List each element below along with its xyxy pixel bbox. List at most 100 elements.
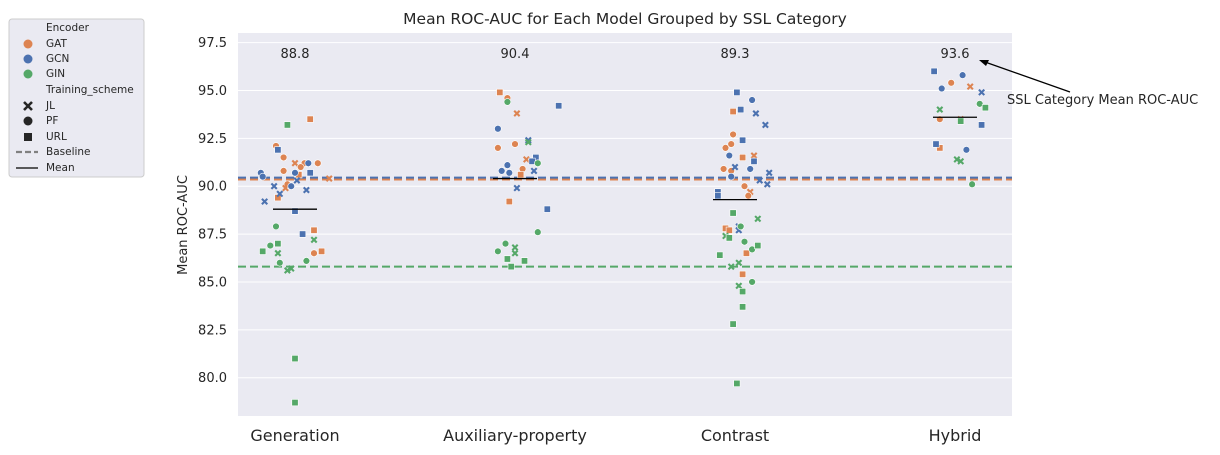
data-point — [314, 159, 322, 167]
mean-labels: 88.8 90.4 89.3 93.6 — [281, 47, 970, 62]
data-point — [727, 263, 735, 271]
data-point — [947, 79, 955, 87]
data-point — [748, 96, 756, 104]
data-point — [754, 215, 762, 223]
y-tick-label: 85.0 — [198, 275, 227, 290]
mean-value-label: 88.8 — [281, 47, 310, 62]
data-point — [936, 144, 944, 152]
data-point — [259, 247, 267, 255]
data-point — [494, 144, 502, 152]
scatter-points — [257, 67, 989, 407]
data-point — [750, 157, 758, 165]
legend-scheme-title: Training_scheme — [45, 84, 134, 96]
data-point — [511, 244, 519, 251]
data-point — [517, 171, 525, 179]
data-point — [524, 138, 532, 146]
data-point — [496, 88, 504, 96]
data-point — [729, 209, 737, 217]
data-point — [735, 282, 743, 290]
data-point — [739, 303, 747, 311]
data-point — [953, 155, 961, 163]
legend-encoder-title: Encoder — [46, 22, 90, 34]
mean-value-label: 90.4 — [501, 47, 530, 62]
data-point — [513, 184, 521, 192]
y-tick-label: 80.0 — [198, 371, 227, 386]
data-point — [763, 180, 771, 188]
data-point — [505, 198, 513, 206]
data-point — [304, 159, 312, 167]
data-point — [505, 169, 513, 177]
data-point — [936, 106, 944, 114]
data-point — [962, 146, 971, 154]
legend-box — [8, 18, 145, 178]
data-point — [752, 109, 760, 117]
data-point — [310, 226, 318, 234]
x-tick-label: Hybrid — [929, 426, 982, 445]
data-point — [543, 205, 551, 213]
data-point — [259, 172, 267, 181]
data-point — [932, 140, 940, 148]
data-point — [279, 167, 288, 175]
data-point — [756, 177, 764, 184]
data-point — [282, 184, 289, 192]
mean-value-label: 89.3 — [721, 47, 750, 62]
data-point — [727, 140, 735, 148]
data-point — [310, 249, 318, 257]
legend-label-gcn: GCN — [46, 53, 69, 65]
data-point — [716, 251, 724, 259]
legend-label-url: URL — [46, 131, 67, 143]
data-point — [293, 177, 301, 184]
data-point — [318, 247, 326, 255]
legend-label-jl: JL — [45, 100, 55, 112]
data-point — [291, 355, 299, 363]
x-tick-label: Generation — [250, 426, 339, 445]
data-point — [494, 247, 502, 256]
data-point — [765, 169, 773, 177]
data-point — [522, 155, 530, 163]
x-tick-label: Contrast — [701, 426, 769, 445]
y-tick-label: 97.5 — [198, 36, 227, 51]
y-tick-label: 82.5 — [198, 323, 227, 338]
data-point — [302, 257, 311, 265]
data-point — [274, 249, 282, 257]
data-point — [534, 228, 542, 236]
data-point — [299, 230, 307, 238]
data-point — [291, 169, 299, 177]
data-point — [957, 157, 965, 165]
annotation-arrow-shaft — [984, 61, 1071, 93]
data-point — [968, 180, 976, 188]
data-point — [930, 67, 938, 75]
data-point — [272, 222, 280, 231]
data-point — [735, 259, 743, 267]
data-point — [750, 152, 758, 160]
annotation: SSL Category Mean ROC-AUC — [979, 60, 1198, 108]
data-point — [729, 320, 737, 328]
annotation-text: SSL Category Mean ROC-AUC — [1007, 93, 1198, 108]
y-tick-label: 95.0 — [198, 84, 227, 99]
legend-label-mean: Mean — [46, 162, 75, 174]
data-point — [725, 151, 733, 160]
data-point — [740, 238, 749, 246]
y-tick-labels: 80.0 82.5 85.0 87.5 90.0 92.5 95.0 97.5 — [198, 36, 227, 386]
data-point — [520, 257, 528, 265]
data-point — [739, 288, 747, 296]
data-point — [957, 117, 965, 125]
data-point — [291, 159, 299, 167]
data-point — [287, 182, 295, 190]
data-point — [507, 263, 515, 271]
data-point — [937, 84, 946, 93]
data-point — [274, 146, 282, 154]
data-point — [978, 88, 986, 96]
data-point — [503, 161, 512, 169]
x-tick-labels: Generation Auxiliary-property Contrast Hybr… — [250, 426, 981, 445]
data-point — [740, 182, 749, 190]
data-point — [287, 265, 295, 272]
data-point — [279, 153, 288, 162]
data-point — [503, 98, 512, 106]
data-point — [733, 88, 741, 96]
data-point — [739, 136, 747, 144]
data-point — [748, 278, 756, 286]
data-point — [513, 109, 521, 117]
data-point — [981, 104, 989, 112]
data-point — [958, 71, 967, 79]
